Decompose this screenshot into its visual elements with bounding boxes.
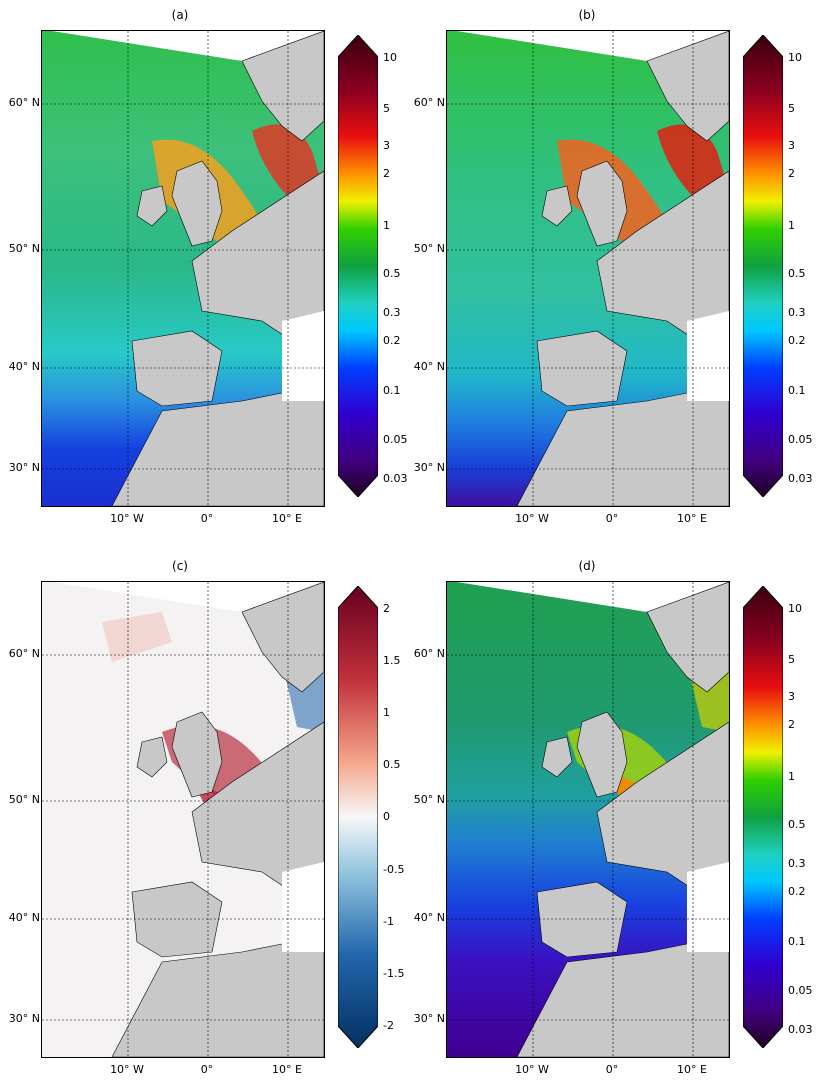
lat-label: 50° N (413, 242, 445, 255)
lon-label: 10° E (272, 512, 302, 525)
cbar-tick: 0.5 (788, 818, 806, 831)
cbar-tick: 3 (788, 690, 795, 703)
cbar-tick: 0.05 (788, 433, 813, 446)
lon-label: 0° (605, 1063, 619, 1076)
cbar-tick: 0 (383, 810, 390, 823)
lon-label: 0° (200, 512, 214, 525)
lat-label: 40° N (413, 360, 445, 373)
cbar-tick: 5 (383, 102, 390, 115)
colorbar-a (337, 34, 379, 498)
lat-label: 60° N (8, 96, 40, 109)
lon-label: 10° E (677, 1063, 707, 1076)
colorbar-d (742, 585, 784, 1049)
cbar-tick: 0.2 (788, 885, 806, 898)
cbar-tick: 2 (383, 167, 390, 180)
map-d (446, 581, 730, 1058)
cbar-tick: 1.5 (383, 654, 401, 667)
cbar-tick: 1 (383, 706, 390, 719)
lon-label: 10° W (110, 1063, 144, 1076)
cbar-tick: 3 (383, 139, 390, 152)
cbar-tick: 2 (788, 718, 795, 731)
cbar-tick: 0.3 (383, 306, 401, 319)
cbar-tick: 5 (788, 653, 795, 666)
lon-label: 0° (605, 512, 619, 525)
cbar-tick: 10 (383, 51, 397, 64)
cbar-tick: -1.5 (383, 967, 405, 980)
map-b (446, 30, 730, 507)
lat-label: 60° N (413, 96, 445, 109)
cbar-tick: 1 (788, 770, 795, 783)
cbar-tick: 3 (788, 139, 795, 152)
cbar-tick: 0.03 (788, 1023, 813, 1036)
cbar-tick: 2 (383, 602, 390, 615)
cbar-tick: 0.2 (788, 334, 806, 347)
colorbar-c (337, 585, 379, 1049)
cbar-tick: 0.2 (383, 334, 401, 347)
lat-label: 50° N (8, 793, 40, 806)
cbar-tick: 10 (788, 602, 802, 615)
cbar-tick: 0.1 (383, 384, 401, 397)
map-c (41, 581, 325, 1058)
cbar-tick: 0.05 (383, 433, 408, 446)
cbar-tick: 5 (788, 102, 795, 115)
lat-label: 50° N (413, 793, 445, 806)
sea-field (42, 31, 324, 506)
lon-label: 10° W (515, 512, 549, 525)
lon-label: 0° (200, 1063, 214, 1076)
lat-label: 30° N (8, 1012, 40, 1025)
cbar-tick: 2 (788, 167, 795, 180)
lat-label: 50° N (8, 242, 40, 255)
colorbar-b (742, 34, 784, 498)
cbar-tick: 1 (383, 219, 390, 232)
map-a (41, 30, 325, 507)
cbar-tick: 0.1 (788, 935, 806, 948)
lat-label: 40° N (8, 360, 40, 373)
cbar-tick: 0.05 (788, 984, 813, 997)
cbar-tick: -1 (383, 915, 394, 928)
panel-title: (a) (171, 8, 189, 22)
cbar-tick: -0.5 (383, 863, 405, 876)
panel-title: (c) (172, 559, 188, 573)
cbar-tick: 0.03 (383, 472, 408, 485)
cbar-tick: 0.03 (788, 472, 813, 485)
lon-label: 10° E (677, 512, 707, 525)
lat-label: 60° N (8, 647, 40, 660)
cbar-tick: 1 (788, 219, 795, 232)
cbar-tick: 0.5 (383, 758, 401, 771)
cbar-tick: 0.3 (788, 306, 806, 319)
panel-title: (b) (578, 8, 596, 22)
lat-label: 30° N (413, 1012, 445, 1025)
lat-label: 40° N (413, 911, 445, 924)
lat-label: 60° N (413, 647, 445, 660)
lat-label: 40° N (8, 911, 40, 924)
cbar-tick: 0.5 (788, 267, 806, 280)
cbar-tick: 0.5 (383, 267, 401, 280)
cbar-tick: 0.1 (788, 384, 806, 397)
cbar-tick: 10 (788, 51, 802, 64)
lon-label: 10° W (515, 1063, 549, 1076)
lat-label: 30° N (413, 461, 445, 474)
lat-label: 30° N (8, 461, 40, 474)
lon-label: 10° E (272, 1063, 302, 1076)
lon-label: 10° W (110, 512, 144, 525)
panel-title: (d) (578, 559, 596, 573)
cbar-tick: -2 (383, 1019, 394, 1032)
cbar-tick: 0.3 (788, 857, 806, 870)
